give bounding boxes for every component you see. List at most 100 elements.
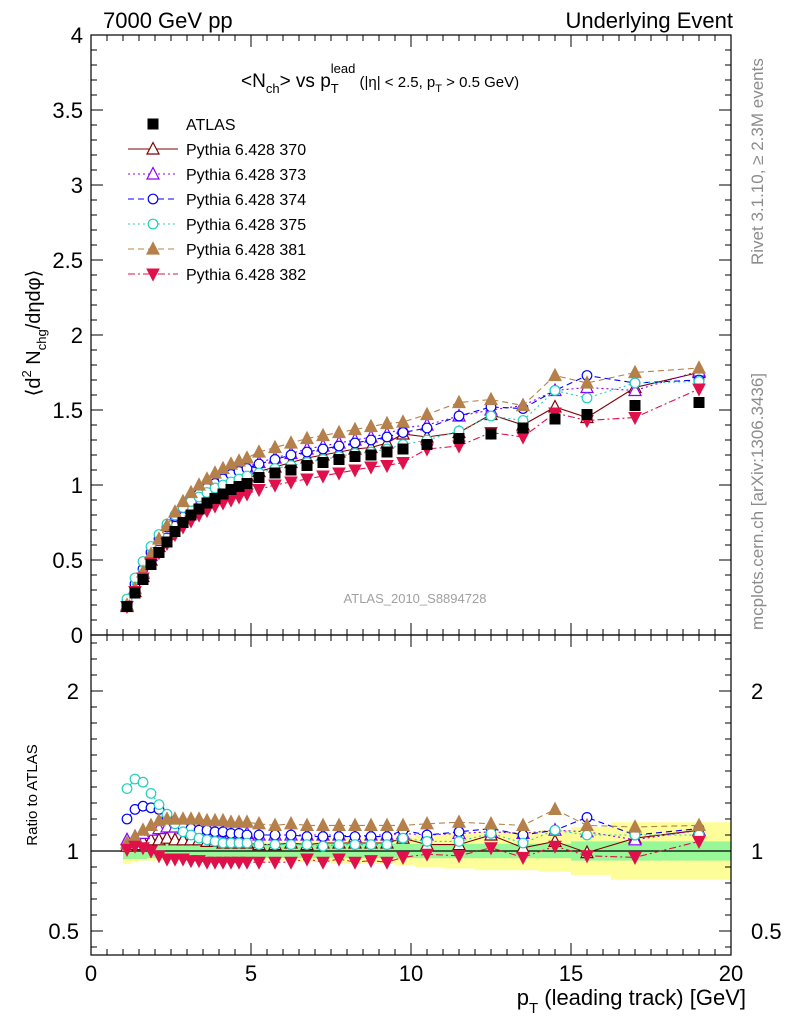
point-ATLAS <box>333 454 345 465</box>
point-p374 <box>269 454 281 465</box>
mcplots-label: mcplots.cern.ch [arXiv:1306.3436] <box>748 373 767 630</box>
main-y-tick-label: 2 <box>71 323 83 348</box>
ratio-point-p381 <box>516 817 530 832</box>
ratio-point-p382 <box>420 848 434 862</box>
point-ATLAS <box>129 587 141 599</box>
legend-item-p374: Pythia 6.428 374 <box>128 192 306 209</box>
ratio-point-p381 <box>380 817 394 832</box>
x-tick-labels: 0 5 10 15 20 <box>85 961 743 986</box>
ratio-point-p381 <box>420 816 434 830</box>
main-ticks <box>90 34 732 636</box>
legend-label: Pythia 6.428 382 <box>186 267 306 284</box>
point-ATLAS <box>241 478 253 489</box>
legend-item-p370: Pythia 6.428 370 <box>128 141 306 159</box>
point-p381 <box>420 406 434 421</box>
point-ATLAS <box>169 526 181 537</box>
point-p375 <box>629 377 641 389</box>
point-p381 <box>380 415 394 430</box>
point-p382 <box>252 484 266 498</box>
point-p381 <box>548 367 562 382</box>
point-p381 <box>176 493 190 508</box>
ratio-point-p375 <box>381 839 393 850</box>
point-p374 <box>253 458 265 470</box>
x-tick-label: 5 <box>245 961 257 986</box>
point-p382 <box>284 476 298 490</box>
ratio-line-p382 <box>126 840 700 863</box>
point-p381 <box>332 424 346 439</box>
point-p381 <box>316 427 330 442</box>
ratio-point-p382 <box>452 850 466 864</box>
point-ATLAS <box>581 409 593 420</box>
ratio-y-tick-label-left: 1 <box>67 839 79 864</box>
ratio-point-p375 <box>517 837 529 849</box>
ratio-point-p381 <box>580 817 594 832</box>
point-ATLAS <box>301 460 313 471</box>
ratio-point-p381 <box>396 817 410 832</box>
ratio-point-p381 <box>300 817 314 832</box>
point-ATLAS <box>365 449 377 461</box>
point-p382 <box>516 431 530 445</box>
point-ATLAS <box>349 451 361 462</box>
legend-item-p375: Pythia 6.428 375 <box>128 217 306 234</box>
main-y-tick-label: 1.5 <box>52 398 83 423</box>
ratio-point-p375 <box>581 829 593 841</box>
main-y-tick-label: 3 <box>71 173 83 198</box>
legend-marker <box>146 268 160 282</box>
ratio-point-p382 <box>120 843 134 857</box>
legend-marker <box>146 141 160 155</box>
legend-label: Pythia 6.428 375 <box>186 217 306 234</box>
main-y-tick-label: 0 <box>71 623 83 648</box>
point-p382 <box>268 479 282 493</box>
point-ATLAS <box>629 400 641 411</box>
point-p375 <box>581 392 593 404</box>
point-p374 <box>333 440 345 452</box>
legend-label: Pythia 6.428 370 <box>186 142 306 159</box>
ratio-line-p375 <box>126 778 699 847</box>
series-line-p381 <box>126 367 700 606</box>
legend-label: Pythia 6.428 381 <box>186 242 306 259</box>
main-panel: 0 0.5 1 1.5 2 2.5 3 3.5 4 <box>52 23 732 648</box>
ratio-point-p382 <box>316 856 330 870</box>
point-ATLAS <box>693 397 705 408</box>
point-p381 <box>240 450 254 464</box>
ratio-point-p375 <box>137 776 149 788</box>
main-y-axis-label: ⟨d2 Nchg/dηdφ⟩ <box>19 270 49 397</box>
point-p382 <box>364 461 378 475</box>
point-p381 <box>300 430 314 445</box>
point-ATLAS <box>177 517 189 528</box>
ratio-point-p382 <box>268 856 282 870</box>
legend-item-p373: Pythia 6.428 373 <box>128 166 306 184</box>
ratio-point-p375 <box>333 839 345 850</box>
point-p381 <box>348 421 362 436</box>
series-p375 <box>121 376 705 605</box>
series-line-p373 <box>126 370 700 606</box>
point-ATLAS <box>161 536 173 548</box>
point-p381 <box>484 391 498 406</box>
ratio-point-p375 <box>365 839 377 850</box>
x-axis-label: pT (leading track) [GeV] <box>517 985 746 1017</box>
point-p375 <box>549 385 561 396</box>
ratio-point-p381 <box>316 817 330 832</box>
ratio-point-p381 <box>484 816 498 830</box>
point-p381 <box>580 375 594 389</box>
ratio-point-p375 <box>269 839 281 850</box>
main-y-tick-label: 0.5 <box>52 548 83 573</box>
main-y-tick-label: 3.5 <box>52 98 83 123</box>
ratio-point-p381 <box>192 811 206 825</box>
ratio-point-p382 <box>380 856 394 870</box>
legend-item-p382: Pythia 6.428 382 <box>128 267 306 284</box>
ratio-point-p382 <box>240 856 254 870</box>
point-p382 <box>396 457 410 471</box>
ratio-point-p375 <box>485 828 497 839</box>
ratio-point-p374 <box>269 829 281 841</box>
point-ATLAS <box>549 413 561 425</box>
ratio-point-p382 <box>628 851 642 865</box>
legend: ATLAS Pythia 6.428 370 Pythia 6.428 373 Pyt… <box>128 117 306 284</box>
ratio-point-p375 <box>241 837 253 849</box>
point-p381 <box>168 504 182 518</box>
point-p374 <box>285 449 297 461</box>
ratio-point-p375 <box>453 836 465 847</box>
ratio-data-layer <box>91 773 731 880</box>
ratio-y-tick-label-left: 2 <box>67 679 79 704</box>
